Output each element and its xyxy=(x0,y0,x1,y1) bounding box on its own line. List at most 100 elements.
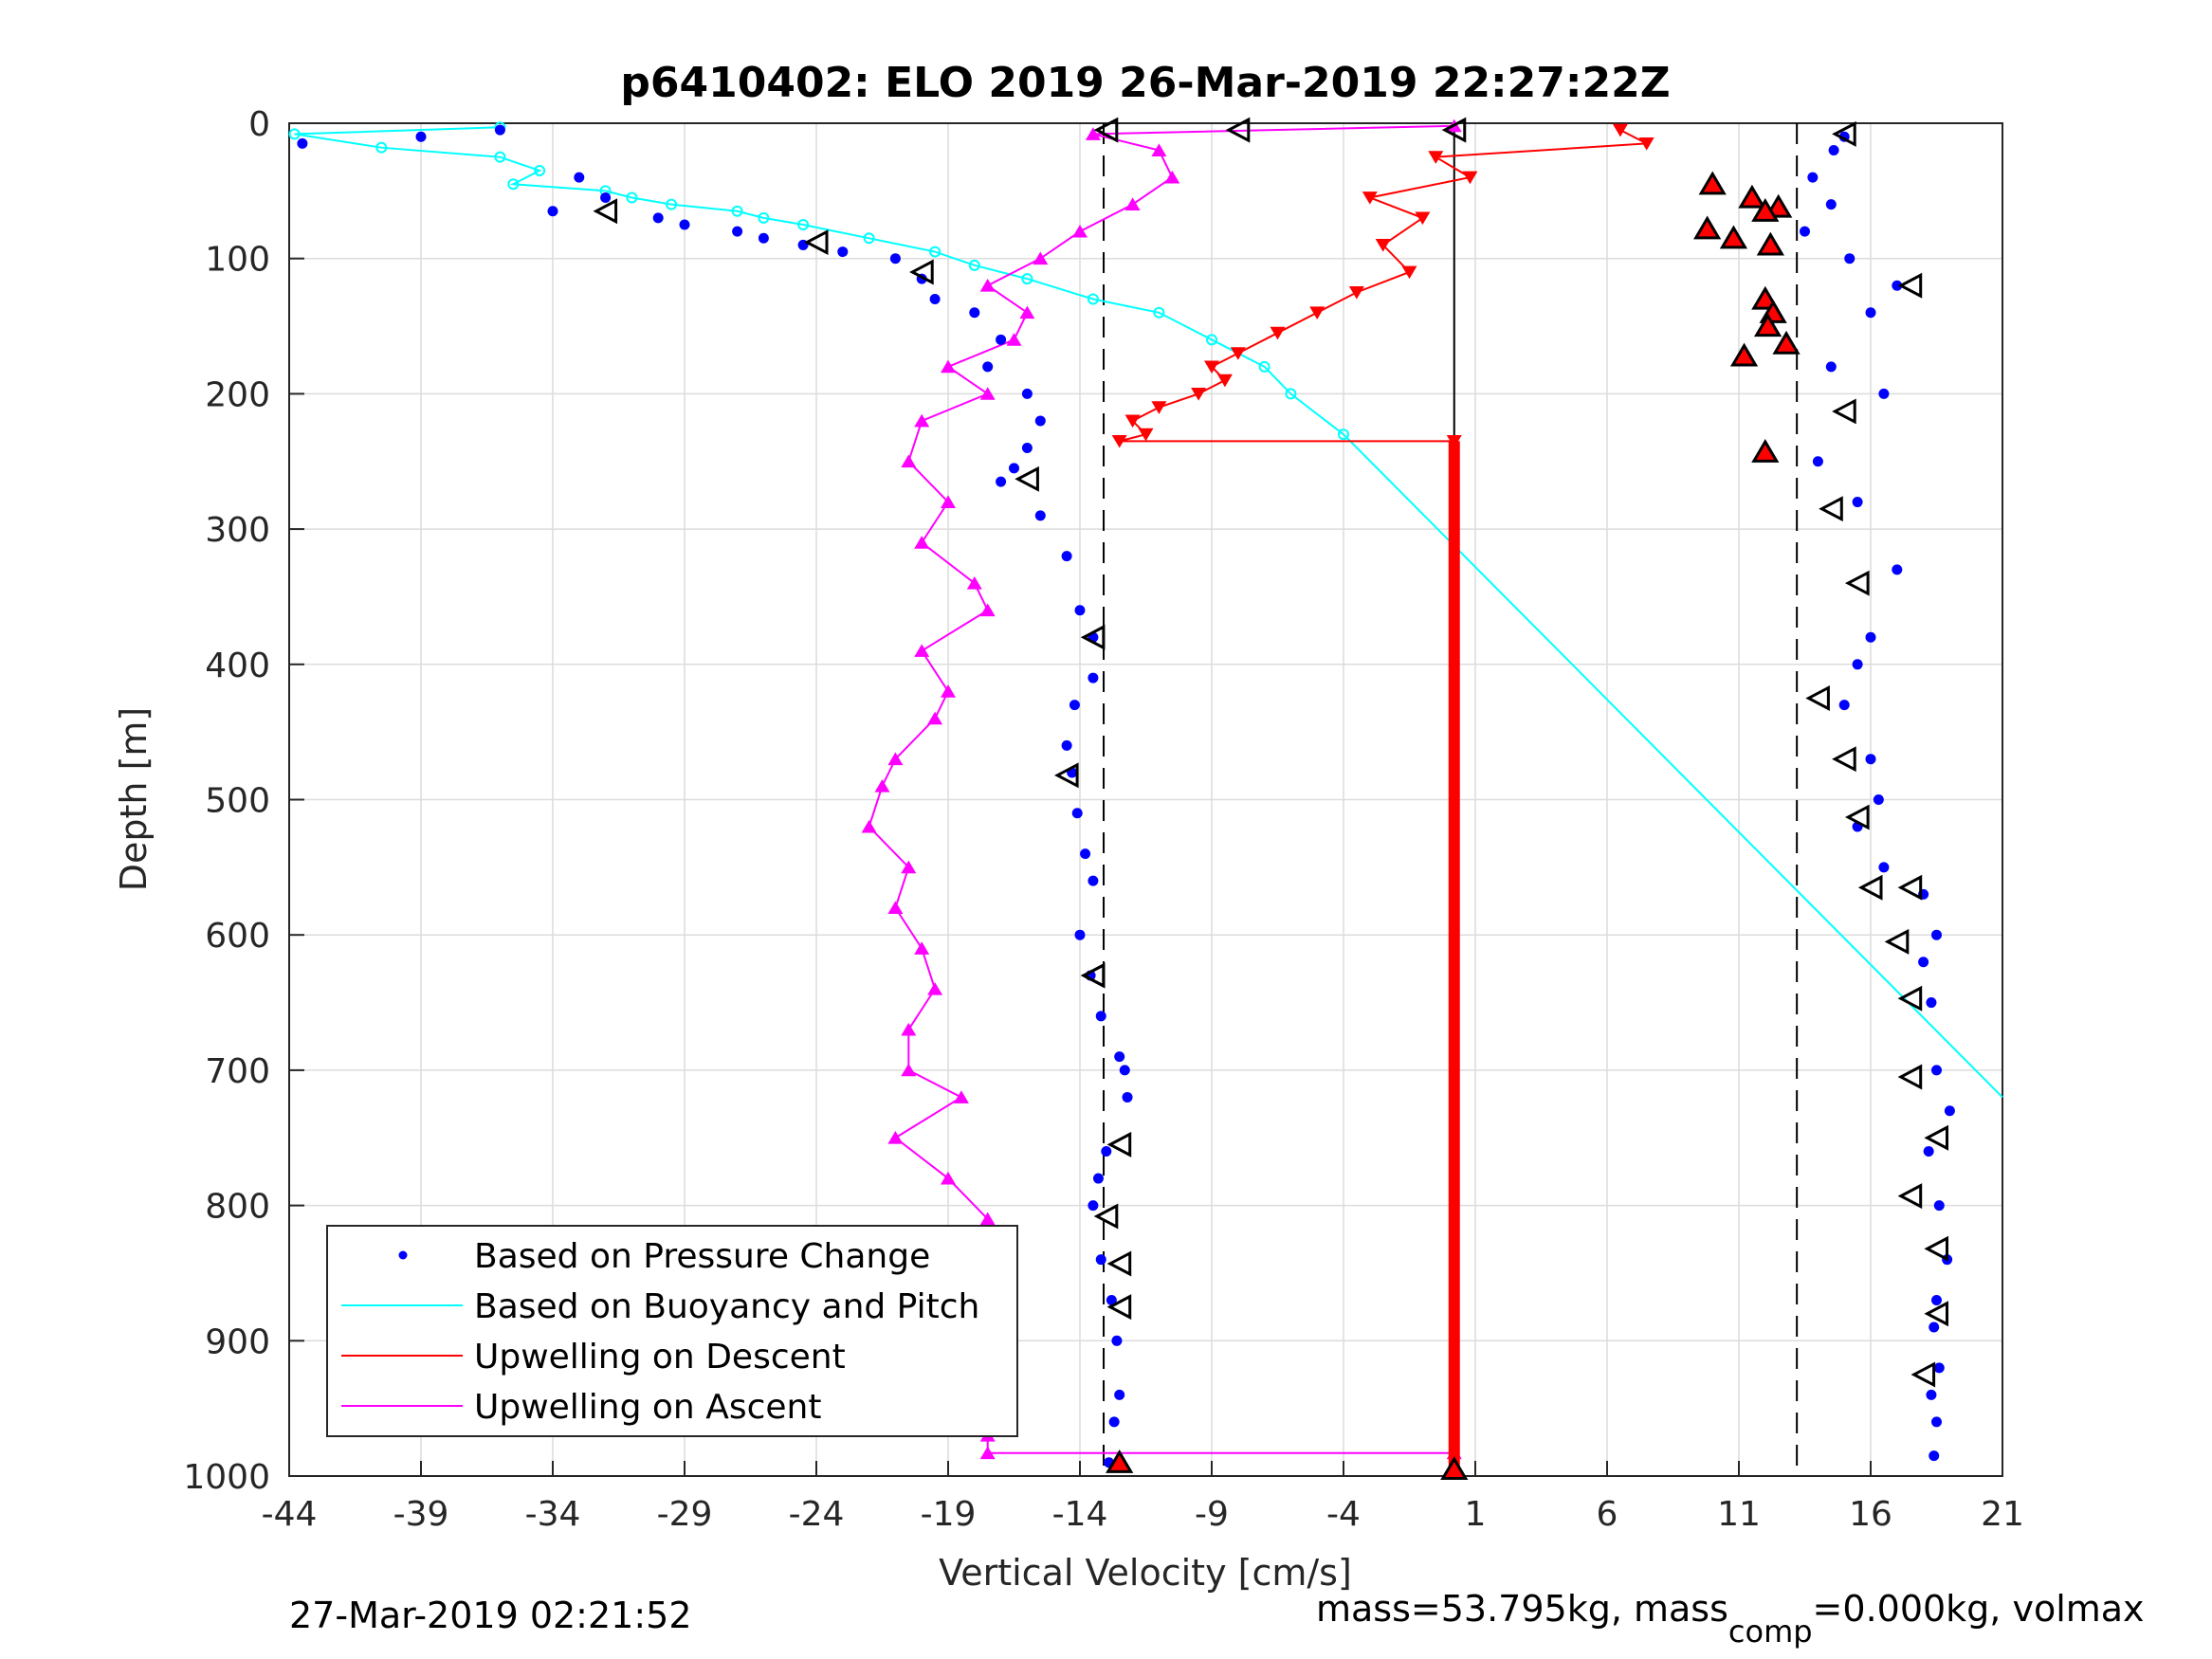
pressure-point xyxy=(1838,700,1850,711)
descent-column xyxy=(1448,441,1460,1469)
y-tick-label: 900 xyxy=(205,1322,270,1361)
y-tick-label: 500 xyxy=(205,782,270,821)
ascent-point xyxy=(887,1131,904,1144)
filled-triangle-marker xyxy=(1751,197,1780,222)
ascent-point xyxy=(914,413,930,428)
outline-triangle-marker xyxy=(1910,1361,1936,1388)
pressure-point xyxy=(1926,997,1937,1009)
pressure-point xyxy=(1878,388,1890,399)
pressure-point xyxy=(1929,1322,1940,1333)
descent-point xyxy=(1124,414,1141,428)
y-tick-label: 100 xyxy=(205,241,270,280)
ascent-point xyxy=(1006,333,1022,346)
descent-point xyxy=(1612,123,1628,137)
x-tick-label: 6 xyxy=(1597,1495,1618,1534)
outline-triangle-marker xyxy=(1106,1131,1132,1158)
buoyancy-point xyxy=(1021,273,1033,285)
outline-triangle-marker xyxy=(1832,398,1856,425)
y-tick-label: 200 xyxy=(205,375,270,414)
outline-triangle-marker xyxy=(1080,962,1106,989)
y-tick-labels: 0 100 200 300 400 500 600 700 800 900 1000 xyxy=(183,105,270,1497)
legend-label-descent: Upwelling on Descent xyxy=(474,1338,846,1376)
filled-triangle-marker xyxy=(1738,184,1766,209)
pressure-point xyxy=(652,212,664,224)
buoyancy-point xyxy=(507,178,520,191)
pressure-point xyxy=(1892,280,1903,291)
ascent-point xyxy=(914,941,930,955)
legend: Based on Pressure Change Based on Buoyan… xyxy=(326,1225,1018,1437)
filled-triangle-marker xyxy=(1753,313,1782,337)
pressure-point xyxy=(1892,564,1903,575)
outline-triangle-marker xyxy=(1106,1294,1132,1321)
outline-triangle-marker xyxy=(1844,570,1870,596)
pressure-point xyxy=(1931,1294,1942,1305)
outline-triangle-marker xyxy=(1053,762,1079,789)
pressure-point xyxy=(1918,957,1929,968)
ascent-point xyxy=(1072,224,1088,238)
ascent-point xyxy=(861,819,877,833)
pressure-point xyxy=(996,334,1007,345)
outline-triangle-marker xyxy=(1897,272,1923,299)
pressure-point xyxy=(1865,631,1876,643)
ascent-point xyxy=(979,603,996,617)
x-tick-label: 11 xyxy=(1717,1495,1761,1534)
pressure-point xyxy=(1074,605,1086,616)
pressure-point xyxy=(1021,442,1033,453)
buoyancy-point xyxy=(1206,334,1217,346)
outline-triangle-marker xyxy=(1093,117,1119,143)
filled-triangle-marker xyxy=(1772,330,1801,355)
descent-point xyxy=(1362,191,1378,205)
pressure-point xyxy=(1865,307,1876,319)
pressure-point xyxy=(1122,1091,1133,1103)
pressure-point xyxy=(1800,226,1810,237)
outline-triangle-marker xyxy=(1093,1203,1119,1230)
y-axis-label: Depth [m] xyxy=(113,707,155,892)
buoyancy-point xyxy=(534,164,546,176)
pressure-point xyxy=(1061,551,1072,562)
filled-triangle-marker xyxy=(1719,225,1748,249)
pressure-point xyxy=(679,219,690,230)
descent-point xyxy=(1111,434,1127,448)
pressure-point xyxy=(494,124,505,136)
outline-triangle-marker xyxy=(1897,985,1923,1012)
buoyancy-point xyxy=(666,198,678,210)
outline-triangle-marker xyxy=(1015,465,1039,492)
outline-triangle-marker xyxy=(1106,1250,1132,1277)
ascent-point xyxy=(1019,305,1035,319)
filled-triangle-marker xyxy=(1698,171,1727,195)
x-axis-label: Vertical Velocity [cm/s] xyxy=(939,1552,1352,1594)
pressure-point xyxy=(1092,1173,1104,1184)
descent-point xyxy=(1216,374,1233,388)
pressure-point xyxy=(1034,510,1046,521)
legend-label-ascent: Upwelling on Ascent xyxy=(474,1388,821,1427)
descent-point xyxy=(1638,137,1654,151)
pressure-point xyxy=(1071,808,1083,819)
pressure-point xyxy=(1114,1389,1125,1400)
outline-triangle-marker xyxy=(1924,1124,1948,1151)
descent-point xyxy=(1348,285,1364,300)
filled-triangle-marker xyxy=(1729,342,1759,367)
descent-point xyxy=(1428,151,1444,164)
pressure-point xyxy=(1825,199,1837,210)
y-tick-label: 1000 xyxy=(183,1458,270,1497)
x-tick-label: -24 xyxy=(789,1495,845,1534)
outline-triangle-marker xyxy=(1805,684,1830,711)
outline-triangle-marker xyxy=(1844,804,1870,830)
pressure-point xyxy=(1933,1362,1945,1374)
plot-frame xyxy=(288,122,2003,1477)
outline-triangle-marker xyxy=(1884,928,1910,955)
chart-title: p6410402: ELO 2019 26-Mar-2019 22:27:22Z xyxy=(620,59,1670,107)
pressure-point xyxy=(1852,659,1863,670)
x-tick-label: 16 xyxy=(1849,1495,1892,1534)
descent-point xyxy=(1415,211,1431,226)
pressure-point xyxy=(1119,1065,1130,1076)
ascent-point xyxy=(914,644,930,657)
ascent-point xyxy=(1033,251,1049,265)
descent-point xyxy=(1270,326,1286,340)
x-tick-label: -34 xyxy=(525,1495,581,1534)
outline-triangle-marker xyxy=(1924,1301,1948,1327)
pressure-point xyxy=(889,253,901,264)
pressure-point xyxy=(1812,456,1823,467)
outline-triangle-marker xyxy=(1832,120,1856,147)
